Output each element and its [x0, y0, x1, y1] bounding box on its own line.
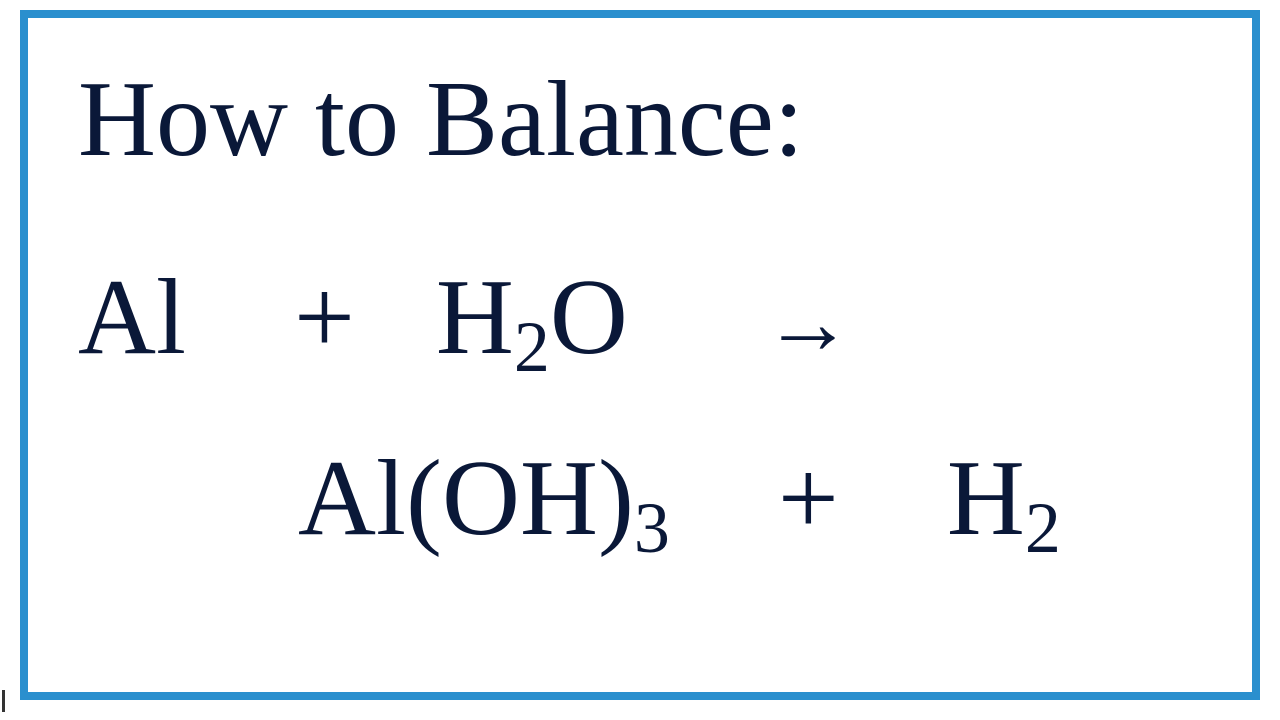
products-line: Al(OH)3 + H2 [78, 423, 1202, 574]
reactant-water-o: O [550, 258, 628, 377]
reaction-arrow: → [763, 274, 853, 373]
subscript-3: 3 [634, 488, 670, 568]
product-aluminum-hydroxide: Al(OH) [298, 439, 634, 558]
subscript-2: 2 [514, 307, 550, 387]
plus-sign-1: + [294, 258, 355, 377]
product-hydrogen: H [947, 439, 1025, 558]
subscript-2b: 2 [1025, 488, 1061, 568]
chemical-equation: Al + H2O → Al(OH)3 + H2 [78, 242, 1202, 574]
title-text: How to Balance: [78, 58, 1202, 182]
equation-frame: How to Balance: Al + H2O → Al(OH)3 + H2 [20, 10, 1260, 700]
spacer [655, 258, 736, 377]
reactant-water-h: H [436, 258, 514, 377]
spacer [213, 258, 267, 377]
spacer [866, 439, 920, 558]
plus-sign-2: + [778, 439, 839, 558]
spacer [382, 258, 409, 377]
text-cursor [2, 690, 5, 712]
spacer [697, 439, 751, 558]
reactants-line: Al + H2O → [78, 242, 1202, 393]
reactant-aluminum: Al [78, 258, 186, 377]
